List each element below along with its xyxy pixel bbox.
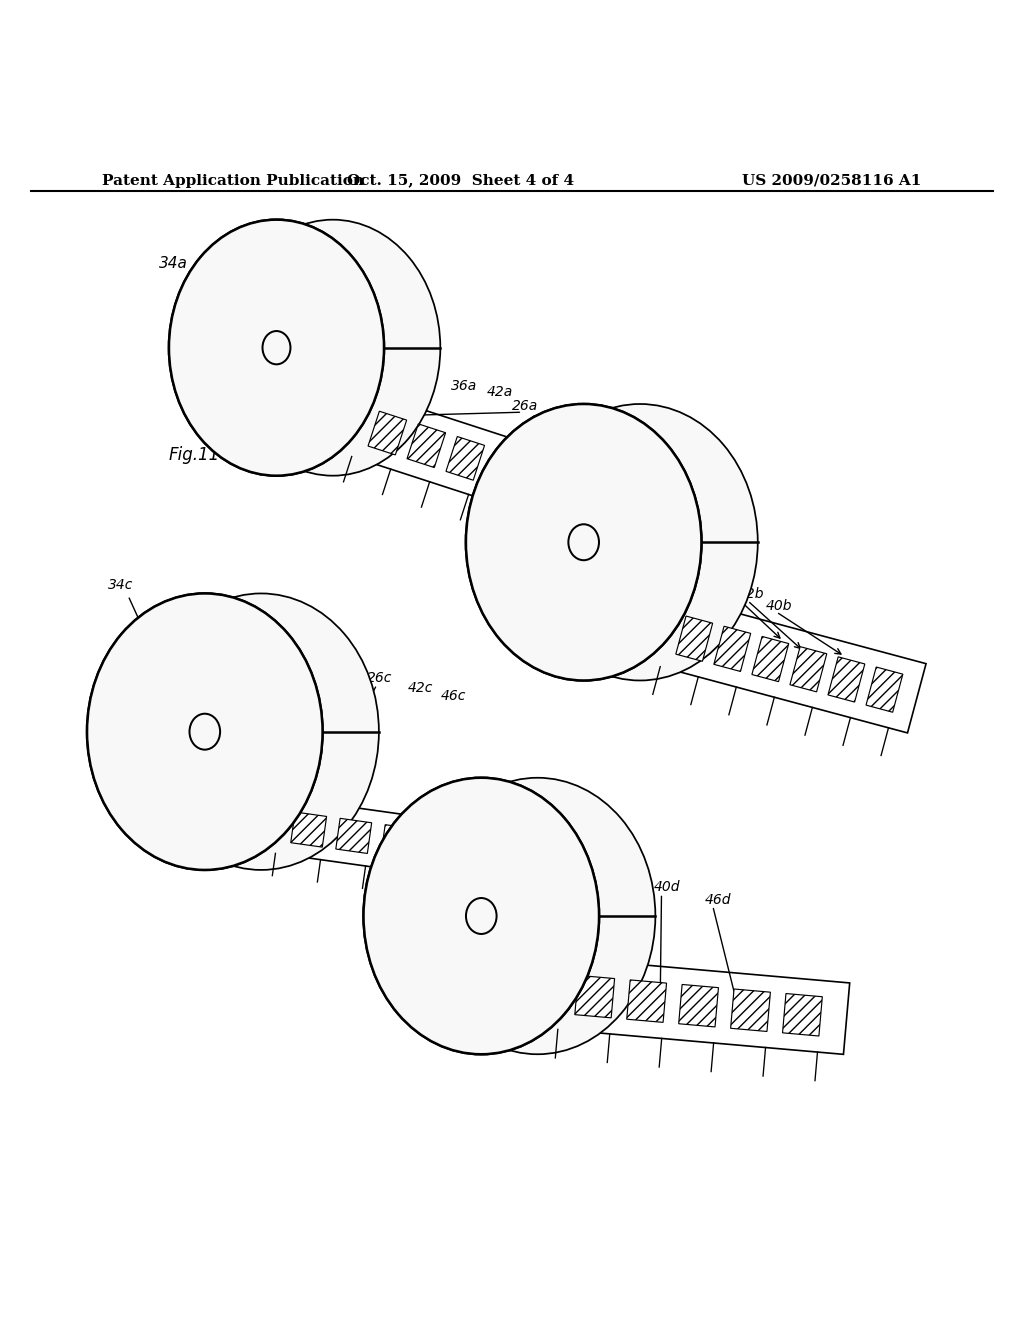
Text: Oct. 15, 2009  Sheet 4 of 4: Oct. 15, 2009 Sheet 4 of 4	[347, 174, 574, 187]
Polygon shape	[275, 797, 486, 882]
Ellipse shape	[169, 219, 384, 475]
Polygon shape	[381, 825, 417, 859]
Ellipse shape	[189, 714, 220, 750]
Text: 40c: 40c	[223, 709, 249, 723]
Ellipse shape	[262, 331, 291, 364]
Ellipse shape	[466, 898, 497, 935]
Polygon shape	[627, 979, 667, 1023]
Polygon shape	[291, 812, 327, 847]
Text: 36d: 36d	[581, 847, 607, 862]
Ellipse shape	[568, 524, 599, 560]
Text: Fig.11: Fig.11	[169, 446, 220, 465]
Ellipse shape	[466, 404, 701, 681]
Polygon shape	[485, 449, 523, 492]
Polygon shape	[676, 616, 713, 661]
Polygon shape	[426, 832, 462, 866]
Polygon shape	[336, 818, 372, 854]
Text: 40b: 40b	[766, 599, 793, 612]
Polygon shape	[558, 958, 850, 1055]
Text: 46a: 46a	[266, 446, 293, 461]
Text: Fig.13: Fig.13	[154, 713, 205, 730]
Text: US 2009/0258116 A1: US 2009/0258116 A1	[742, 174, 922, 187]
Polygon shape	[446, 437, 484, 480]
Polygon shape	[866, 667, 903, 713]
Text: 26b: 26b	[717, 577, 743, 590]
Text: 36b: 36b	[660, 561, 687, 574]
Polygon shape	[679, 985, 719, 1027]
Polygon shape	[828, 657, 865, 702]
Polygon shape	[574, 975, 614, 1018]
Text: 38b: 38b	[640, 512, 667, 527]
Ellipse shape	[466, 404, 701, 681]
Text: 42c: 42c	[408, 681, 433, 694]
Ellipse shape	[87, 594, 323, 870]
Polygon shape	[782, 994, 822, 1036]
Text: Fig.12: Fig.12	[614, 661, 666, 680]
Text: 34d: 34d	[543, 813, 569, 828]
Polygon shape	[660, 598, 926, 733]
Ellipse shape	[420, 777, 655, 1055]
Polygon shape	[407, 424, 445, 467]
Ellipse shape	[364, 777, 599, 1055]
Polygon shape	[790, 647, 826, 692]
Text: Patent Application Publication: Patent Application Publication	[102, 174, 365, 187]
Text: 46b: 46b	[558, 632, 585, 647]
Text: 42a: 42a	[486, 384, 513, 399]
Text: 34a: 34a	[159, 256, 187, 271]
Text: 38a: 38a	[379, 308, 406, 322]
Text: 36a: 36a	[451, 379, 477, 392]
Ellipse shape	[364, 777, 599, 1055]
Ellipse shape	[522, 404, 758, 681]
Text: 46c: 46c	[440, 689, 466, 702]
Text: 38c: 38c	[287, 632, 312, 647]
Text: 40d: 40d	[653, 880, 680, 895]
Text: 40a: 40a	[527, 414, 554, 429]
Text: 46d: 46d	[705, 892, 731, 907]
Ellipse shape	[143, 594, 379, 870]
Text: Fig.14: Fig.14	[440, 940, 492, 958]
Polygon shape	[352, 393, 587, 527]
Polygon shape	[368, 412, 407, 455]
Ellipse shape	[169, 219, 384, 475]
Polygon shape	[714, 626, 751, 672]
Text: 42d: 42d	[469, 928, 496, 941]
Text: 34c: 34c	[108, 578, 133, 593]
Text: 38d: 38d	[481, 805, 508, 818]
Text: 26a: 26a	[512, 399, 539, 413]
Polygon shape	[752, 636, 788, 681]
Polygon shape	[730, 989, 770, 1031]
Text: 26d: 26d	[601, 859, 628, 874]
Ellipse shape	[87, 594, 323, 870]
Text: 26c: 26c	[367, 672, 392, 685]
Text: 42b: 42b	[737, 587, 764, 602]
Ellipse shape	[225, 219, 440, 475]
Text: 36c: 36c	[305, 653, 331, 667]
Text: 34b: 34b	[630, 490, 656, 503]
Polygon shape	[524, 462, 562, 506]
